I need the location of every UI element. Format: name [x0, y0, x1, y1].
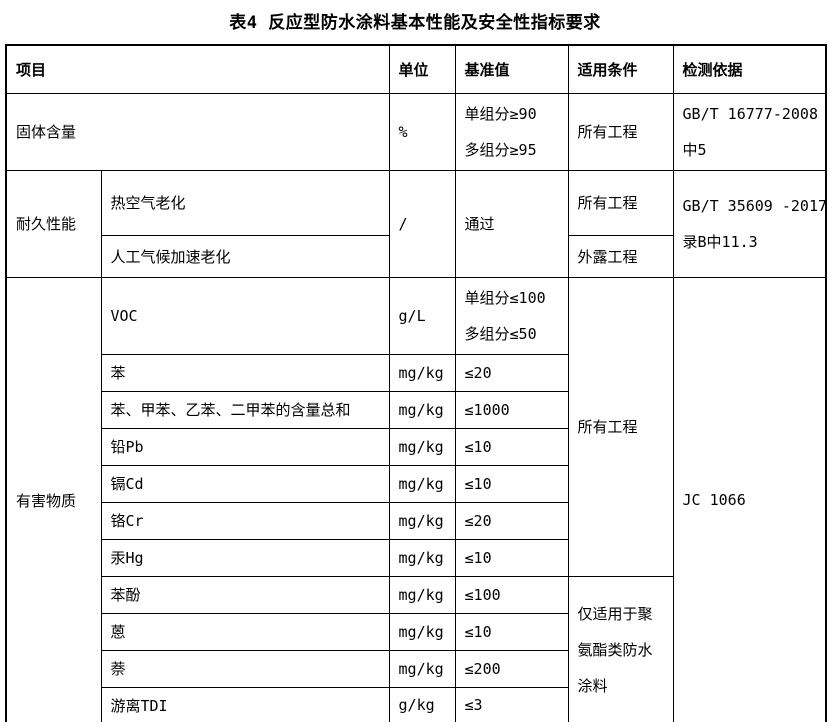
cell-durability-condition1: 所有工程: [567, 169, 674, 236]
cell-item-unit: mg/kg: [388, 501, 456, 540]
condition-pu-line1: 仅适用于聚: [577, 604, 653, 623]
cell-item-name: 萘: [100, 649, 390, 688]
cell-solid-basis: GB/T 16777-2008 中5: [672, 92, 827, 171]
cell-solid-name: 固体含量: [5, 92, 390, 171]
cell-voc-name: VOC: [100, 276, 390, 355]
cell-item-name: 蒽: [100, 612, 390, 651]
row-solid-content: 固体含量 % 单组分≥90 多组分≥95 所有工程 GB/T 16777-200…: [5, 92, 827, 171]
cell-item-unit: mg/kg: [388, 612, 456, 651]
cell-item-name: 镉Cd: [100, 464, 390, 503]
condition-pu-line2: 氨酯类防水: [577, 640, 653, 659]
cell-item-unit: g/kg: [388, 686, 456, 722]
row-climate-aging: 人工气候加速老化 外露工程: [6, 234, 826, 278]
voc-value-line2: 多组分≤50: [464, 324, 537, 343]
durability-basis-line2: 录B中11.3: [682, 232, 758, 251]
header-row: 项目 单位 基准值 适用条件 检测依据: [5, 44, 827, 94]
solid-value-line2: 多组分≥95: [464, 140, 537, 159]
cell-hazard-condition-pu: 仅适用于聚 氨酯类防水 涂料: [567, 575, 674, 722]
table-row: 苯酚 mg/kg ≤100 仅适用于聚 氨酯类防水 涂料: [6, 575, 826, 722]
table-row: 苯、甲苯、乙苯、二甲苯的含量总和 mg/kg ≤1000: [6, 390, 826, 429]
cell-solid-condition: 所有工程: [567, 92, 674, 171]
cell-item-name: 苯: [100, 353, 390, 392]
cell-item-value: ≤10: [454, 464, 569, 503]
cell-durability-condition2: 外露工程: [567, 234, 674, 278]
voc-value-line1: 单组分≤100: [464, 288, 546, 307]
durability-basis-line1: GB/T 35609 -2017附: [682, 196, 826, 215]
header-condition: 适用条件: [567, 44, 674, 94]
cell-climate-aging: 人工气候加速老化: [100, 234, 390, 278]
header-unit: 单位: [388, 44, 456, 94]
cell-item-unit: mg/kg: [388, 649, 456, 688]
header-baseline: 基准值: [454, 44, 569, 94]
condition-pu-line3: 涂料: [577, 676, 608, 695]
cell-item-value: ≤20: [454, 501, 569, 540]
table-row: 铅Pb mg/kg ≤10: [6, 427, 826, 466]
header-basis: 检测依据: [672, 44, 827, 94]
cell-solid-unit: %: [388, 92, 456, 171]
table-title: 表4 反应型防水涂料基本性能及安全性指标要求: [229, 13, 601, 33]
row-hot-air-aging: 耐久性能 热空气老化 / 通过 所有工程 GB/T 35609 -2017附 录…: [5, 169, 827, 278]
cell-item-value: ≤200: [454, 649, 569, 688]
cell-item-value: ≤100: [454, 575, 569, 614]
cell-item-unit: mg/kg: [388, 464, 456, 503]
row-voc: 有害物质 VOC g/L 单组分≤100 多组分≤50 所有工程 JC 1066: [5, 276, 827, 722]
cell-item-value: ≤3: [454, 686, 569, 722]
spec-table: 项目 单位 基准值 适用条件 检测依据 固体含量 % 单组分≥90 多组分≥95…: [5, 44, 828, 722]
cell-hazard-condition-all: 所有工程: [567, 276, 674, 577]
cell-item-value: ≤20: [454, 353, 569, 392]
table-row: 铬Cr mg/kg ≤20: [6, 501, 826, 540]
cell-item-name: 苯酚: [100, 575, 390, 614]
header-item: 项目: [5, 44, 390, 94]
cell-hot-air-aging: 热空气老化: [100, 169, 390, 236]
cell-solid-value: 单组分≥90 多组分≥95: [454, 92, 569, 171]
cell-durability-group: 耐久性能: [5, 169, 102, 278]
cell-item-unit: mg/kg: [388, 390, 456, 429]
cell-item-value: ≤10: [454, 427, 569, 466]
cell-item-value: ≤10: [454, 538, 569, 577]
solid-basis-line1: GB/T 16777-2008: [682, 104, 818, 123]
cell-hazard-group: 有害物质: [5, 276, 102, 722]
cell-item-unit: mg/kg: [388, 353, 456, 392]
solid-basis-line2: 中5: [682, 140, 707, 159]
cell-item-name: 铅Pb: [100, 427, 390, 466]
cell-item-name: 铬Cr: [100, 501, 390, 540]
cell-item-unit: mg/kg: [388, 575, 456, 614]
table-row: 游离TDI g/kg ≤3: [6, 686, 826, 722]
cell-durability-value: 通过: [454, 169, 569, 278]
cell-durability-unit: /: [388, 169, 456, 278]
cell-item-name: 游离TDI: [100, 686, 390, 722]
solid-value-line1: 单组分≥90: [464, 104, 537, 123]
table-row: 镉Cd mg/kg ≤10: [6, 464, 826, 503]
cell-item-value: ≤10: [454, 612, 569, 651]
cell-item-value: ≤1000: [454, 390, 569, 429]
cell-item-name: 苯、甲苯、乙苯、二甲苯的含量总和: [100, 390, 390, 429]
cell-hazard-basis: JC 1066: [672, 276, 827, 722]
cell-item-unit: mg/kg: [388, 427, 456, 466]
table-row: 汞Hg mg/kg ≤10: [6, 538, 826, 577]
cell-item-name: 汞Hg: [100, 538, 390, 577]
cell-voc-value: 单组分≤100 多组分≤50: [454, 276, 569, 355]
cell-item-unit: mg/kg: [388, 538, 456, 577]
cell-voc-unit: g/L: [388, 276, 456, 355]
cell-durability-basis: GB/T 35609 -2017附 录B中11.3: [672, 169, 827, 278]
